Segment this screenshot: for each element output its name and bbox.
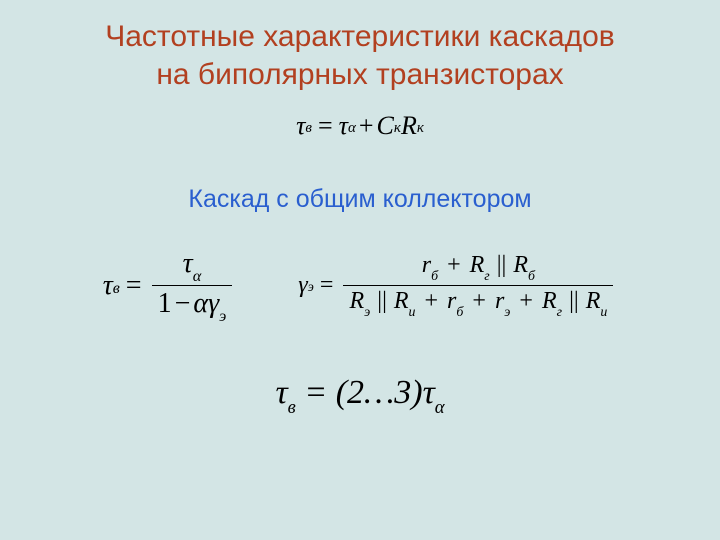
equation-row: τв = τα 1−αγэ γэ = rб + Rг || [0, 246, 720, 326]
R: R [542, 288, 557, 314]
title-line-2: на биполярных транзисторах [156, 58, 563, 91]
fraction: τα 1−αγэ [152, 246, 233, 326]
parallel: || [496, 252, 508, 278]
sub-g: г [557, 305, 562, 320]
sub-v: в [113, 279, 120, 298]
gamma: γ [298, 272, 307, 299]
tau: τ [183, 248, 193, 279]
sub-v: в [288, 397, 296, 418]
R: R [394, 288, 409, 314]
sub-b: б [456, 305, 463, 320]
C: C [377, 111, 394, 141]
sub-k: к [417, 120, 424, 137]
sub-g: г [484, 269, 489, 284]
equals: = [120, 270, 148, 302]
parallel: || [376, 288, 388, 314]
equation-4: τв = (2…3)τα [0, 374, 720, 417]
equation-3: γэ = rб + Rг || Rб Rэ || Rи + rб + [298, 250, 617, 321]
r: r [422, 252, 431, 278]
plus: + [469, 288, 489, 314]
one: 1 [158, 288, 172, 319]
R: R [586, 288, 601, 314]
sub-e: э [219, 307, 226, 325]
equals: = [296, 374, 336, 411]
r: r [495, 288, 504, 314]
sub-i: и [600, 305, 607, 320]
plus: + [422, 288, 442, 314]
minus: − [172, 288, 194, 319]
sub-b: б [431, 269, 438, 284]
range: (2…3) [336, 374, 423, 411]
subtitle: Каскад с общим коллектором [0, 185, 720, 214]
plus: + [356, 111, 377, 141]
tau: τ [423, 374, 435, 411]
sub-b: б [528, 269, 535, 284]
tau: τ [339, 111, 348, 141]
equals: = [312, 111, 339, 141]
sub-e: э [504, 305, 510, 320]
gamma: γ [208, 288, 219, 319]
fraction: rб + Rг || Rб Rэ || Rи + rб + rэ + Rг [343, 250, 613, 321]
title-line-1: Частотные характеристики каскадов [105, 20, 615, 53]
sub-e: э [364, 305, 370, 320]
r: r [447, 288, 456, 314]
tau: τ [275, 374, 287, 411]
parallel: || [568, 288, 580, 314]
sub-alpha: α [435, 397, 445, 418]
sub-alpha: α [193, 267, 202, 285]
tau: τ [296, 111, 305, 141]
plus: + [444, 252, 464, 278]
equation-1: τв = τα + Cк Rк [0, 111, 720, 141]
plus: + [516, 288, 536, 314]
slide: Частотные характеристики каскадов на бип… [0, 0, 720, 540]
equals: = [314, 272, 340, 299]
R: R [470, 252, 485, 278]
sub-e: э [308, 280, 314, 296]
sub-alpha: α [348, 120, 356, 137]
slide-title: Частотные характеристики каскадов на бип… [0, 0, 720, 93]
R: R [401, 111, 417, 141]
alpha: α [193, 288, 208, 319]
tau: τ [103, 270, 113, 302]
sub-i: и [409, 305, 416, 320]
R: R [513, 252, 528, 278]
equation-2: τв = τα 1−αγэ [103, 246, 237, 326]
R: R [349, 288, 364, 314]
sub-v: в [305, 120, 312, 137]
sub-k: к [394, 120, 401, 137]
